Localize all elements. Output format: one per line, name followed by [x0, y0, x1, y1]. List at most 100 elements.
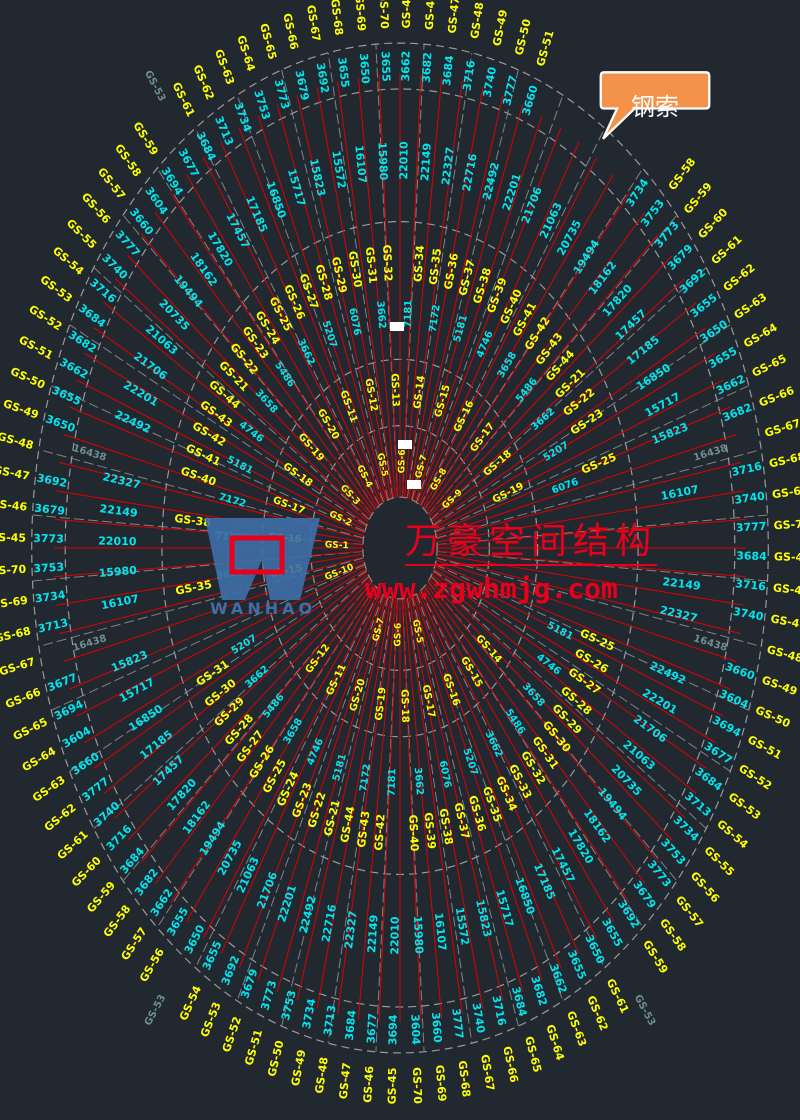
cable-id-label: GS-69	[0, 594, 29, 612]
cable-length-label: 4746	[534, 652, 563, 678]
cable-line	[401, 74, 422, 498]
cable-length-label: 18162	[180, 798, 213, 836]
cable-line	[422, 587, 614, 922]
cable-line	[436, 490, 744, 543]
cable-length-label: 17457	[223, 211, 252, 251]
cable-length-label: 22010	[98, 535, 137, 549]
cable-id-label: GS-54	[714, 817, 751, 851]
cable-id-label: GS-62	[190, 63, 216, 102]
cable-length-label: 3773	[272, 78, 292, 111]
cable-line	[103, 573, 369, 794]
cable-id-label: GS-49	[289, 1049, 309, 1088]
grid-radial-line	[281, 69, 389, 500]
cable-length-label: 22327	[101, 470, 141, 492]
cable-line	[401, 598, 422, 1022]
cable-id-label: GS-65	[257, 22, 279, 61]
cable-id-label: GS-64	[543, 1023, 566, 1062]
cable-length-label: 3662	[215, 567, 244, 582]
grid-radial-line	[51, 385, 365, 533]
cable-id-label: GS-64	[234, 34, 257, 73]
cable-id-label: GS-57	[95, 165, 128, 202]
cable-id-label: GS-34	[411, 244, 427, 282]
cable-line	[220, 591, 382, 955]
cable-line	[424, 192, 630, 511]
cable-length-label: 22149	[418, 143, 434, 182]
cable-line	[430, 278, 686, 520]
cable-length-label: 3604	[717, 687, 751, 712]
cable-length-label: 3679	[630, 878, 658, 911]
grid-radial-line	[236, 593, 385, 1002]
cable-id-label: GS-16	[268, 532, 302, 546]
cable-line	[420, 589, 597, 939]
grid-radial-line	[281, 596, 389, 1027]
cable-line	[103, 302, 369, 523]
cable-line	[435, 562, 731, 690]
cable-length-label: 3662	[399, 51, 412, 82]
cable-length-label: 3650	[582, 933, 607, 967]
cable-length-label: 3679	[238, 967, 260, 1000]
cable-length-label: 3716	[460, 59, 477, 92]
cable-id-label: GS-54	[50, 244, 87, 278]
cable-length-label: 3753	[638, 197, 667, 229]
cable-id-label: GS-56	[688, 869, 722, 905]
cable-id-label: GS-61	[604, 977, 632, 1016]
cable-length-label: 3716	[730, 459, 763, 478]
cable-length-label: 5181	[452, 314, 470, 344]
cable-id-label: GS-50	[753, 703, 792, 730]
cable-length-label: 3655	[50, 384, 83, 409]
cable-length-label: 3753	[33, 561, 64, 576]
cable-id-label: GS-66	[757, 384, 796, 410]
cable-id-label: GS-19	[374, 687, 389, 722]
cable-id-label: GS-47	[0, 463, 31, 483]
cable-length-label: 4746	[305, 737, 326, 767]
grid-radial-line	[427, 214, 678, 515]
cable-length-label: 19494	[595, 785, 630, 823]
watermark-url: www.zgwhmjg.com	[365, 572, 618, 605]
cable-length-label: 7181	[386, 768, 398, 796]
cable-id-label: GS-62	[584, 994, 610, 1033]
cable-length-label: 19494	[571, 237, 603, 277]
node-marker	[398, 440, 412, 449]
cable-line	[76, 379, 366, 531]
watermark-company-name: 万豪空间结构	[405, 520, 658, 566]
cable-id-label: GS-47	[337, 1062, 354, 1100]
grid-radial-line	[430, 267, 707, 521]
cable-line	[170, 192, 376, 511]
cable-line	[140, 233, 373, 515]
cable-line	[257, 115, 386, 502]
cable-line	[357, 77, 397, 498]
cable-length-label: 3692	[615, 898, 642, 931]
grid-radial-line	[436, 557, 762, 647]
cable-length-label: 3692	[314, 62, 332, 94]
cable-length-label: 3740	[99, 251, 130, 282]
cable-length-label: 22716	[319, 903, 339, 943]
cable-id-label: GS-57	[118, 925, 149, 963]
cable-length-label: 5486	[514, 376, 540, 405]
cable-length-label: 3713	[321, 1004, 338, 1036]
cable-length-label: 20735	[156, 297, 192, 334]
cable-length-label: 5181	[225, 454, 255, 477]
cable-length-label: 3660	[127, 206, 156, 238]
cable-id-label: GS-35	[427, 248, 445, 286]
cable-line	[406, 598, 463, 1015]
cable-length-label: 6076	[550, 477, 580, 497]
cable-id-label: GS-48	[468, 1, 486, 39]
cable-line	[316, 87, 392, 499]
cable-length-label: 22492	[480, 161, 502, 201]
cable-line	[412, 104, 524, 501]
cable-length-label: 3734	[671, 813, 702, 844]
cable-id-label: GS-60	[69, 854, 104, 890]
cable-line	[436, 553, 744, 606]
cable-length-label: 22716	[460, 152, 480, 192]
callout-bubble	[599, 71, 711, 140]
cable-line	[434, 565, 724, 717]
cable-length-label: 22201	[500, 172, 524, 212]
cable-id-label: GS-65	[522, 1035, 544, 1074]
grid-radial-line	[93, 575, 370, 829]
cable-id-label: GS-51	[242, 1028, 265, 1067]
cable-id-label: GS-14	[473, 633, 503, 665]
cable-length-label: 3679	[34, 502, 66, 518]
cable-id-label: GS-43	[355, 810, 373, 848]
cable-length-label: 3740	[91, 799, 123, 829]
cable-id-label: GS-38	[174, 512, 212, 530]
